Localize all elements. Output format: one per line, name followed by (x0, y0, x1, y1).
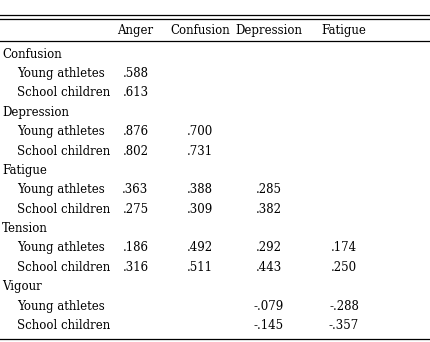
Text: .731: .731 (187, 145, 213, 158)
Text: Young athletes: Young athletes (17, 300, 105, 313)
Text: Depression: Depression (2, 106, 69, 119)
Text: Depression: Depression (235, 24, 302, 37)
Text: .174: .174 (331, 241, 357, 254)
Text: School children: School children (17, 319, 111, 332)
Text: -.145: -.145 (254, 319, 284, 332)
Text: -.079: -.079 (254, 300, 284, 313)
Text: Young athletes: Young athletes (17, 183, 105, 196)
Text: .588: .588 (123, 67, 148, 80)
Text: .700: .700 (187, 125, 213, 138)
Text: School children: School children (17, 87, 111, 100)
Text: Young athletes: Young athletes (17, 125, 105, 138)
Text: .613: .613 (123, 87, 148, 100)
Text: .285: .285 (256, 183, 282, 196)
Text: Fatigue: Fatigue (2, 164, 47, 177)
Text: .511: .511 (187, 261, 213, 274)
Text: School children: School children (17, 203, 111, 216)
Text: -.288: -.288 (329, 300, 359, 313)
Text: .382: .382 (256, 203, 282, 216)
Text: .292: .292 (256, 241, 282, 254)
Text: Confusion: Confusion (2, 48, 62, 61)
Text: Young athletes: Young athletes (17, 241, 105, 254)
Text: Fatigue: Fatigue (322, 24, 366, 37)
Text: .275: .275 (123, 203, 148, 216)
Text: School children: School children (17, 261, 111, 274)
Text: .316: .316 (123, 261, 148, 274)
Text: Confusion: Confusion (170, 24, 230, 37)
Text: Tension: Tension (2, 222, 48, 235)
Text: .443: .443 (255, 261, 282, 274)
Text: .876: .876 (123, 125, 148, 138)
Text: .309: .309 (187, 203, 213, 216)
Text: Vigour: Vigour (2, 280, 42, 293)
Text: .186: .186 (123, 241, 148, 254)
Text: .388: .388 (187, 183, 213, 196)
Text: .492: .492 (187, 241, 213, 254)
Text: School children: School children (17, 145, 111, 158)
Text: .250: .250 (331, 261, 357, 274)
Text: .802: .802 (123, 145, 148, 158)
Text: Young athletes: Young athletes (17, 67, 105, 80)
Text: -.357: -.357 (329, 319, 359, 332)
Text: Anger: Anger (117, 24, 154, 37)
Text: .363: .363 (122, 183, 149, 196)
